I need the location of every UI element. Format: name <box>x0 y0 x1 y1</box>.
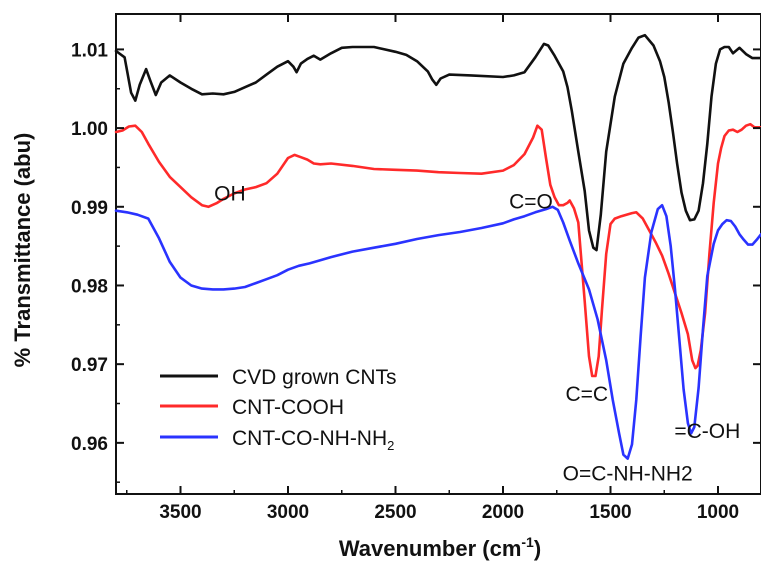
y-tick-label: 0.97 <box>71 355 108 376</box>
x-axis-title: Wavenumber (cm-1) <box>339 534 541 561</box>
x-tick-label: 2000 <box>482 502 524 523</box>
y-tick-label: 0.96 <box>71 434 108 455</box>
annotation-0: OH <box>214 183 246 206</box>
y-axis: 0.96 0.97 0.98 0.99 1.00 1.01 <box>71 40 761 483</box>
y-axis-title: % Transmittance (abu) <box>10 133 35 368</box>
legend-label-cvd: CVD grown CNTs <box>232 366 397 389</box>
x-tick-label: 3500 <box>159 502 201 523</box>
x-tick-label: 1500 <box>589 502 631 523</box>
y-tick-label: 1.01 <box>71 40 108 61</box>
annotation-layer: OH C=O C=C =C-OH O=C-NH-NH2 <box>214 183 740 486</box>
x-tick-label: 3000 <box>267 502 309 523</box>
series-layer <box>114 33 761 460</box>
plot-frame <box>115 13 761 495</box>
annotation-2: C=C <box>565 383 608 406</box>
x-tick-label: 1000 <box>697 502 739 523</box>
x-tick-label: 2500 <box>374 502 416 523</box>
y-tick-label: 1.00 <box>71 119 108 140</box>
x-axis: 3500 3000 2500 2000 1500 1000 <box>126 14 739 523</box>
plot-area: OH C=O C=C =C-OH O=C-NH-NH2 <box>114 13 761 495</box>
series-line-2 <box>114 203 761 460</box>
y-tick-label: 0.98 <box>71 276 108 297</box>
legend-label-nhnh2: CNT-CO-NH-NH2 <box>232 427 394 453</box>
legend-label-cooh: CNT-COOH <box>232 396 344 419</box>
annotation-4: O=C-NH-NH2 <box>563 463 693 486</box>
series-line-0 <box>114 33 761 252</box>
annotation-1: C=O <box>509 190 553 213</box>
legend: CVD grown CNTs CNT-COOH CNT-CO-NH-NH2 <box>160 366 397 453</box>
y-tick-label: 0.99 <box>71 198 108 219</box>
series-line-1 <box>114 122 761 378</box>
annotation-3: =C-OH <box>674 420 740 443</box>
